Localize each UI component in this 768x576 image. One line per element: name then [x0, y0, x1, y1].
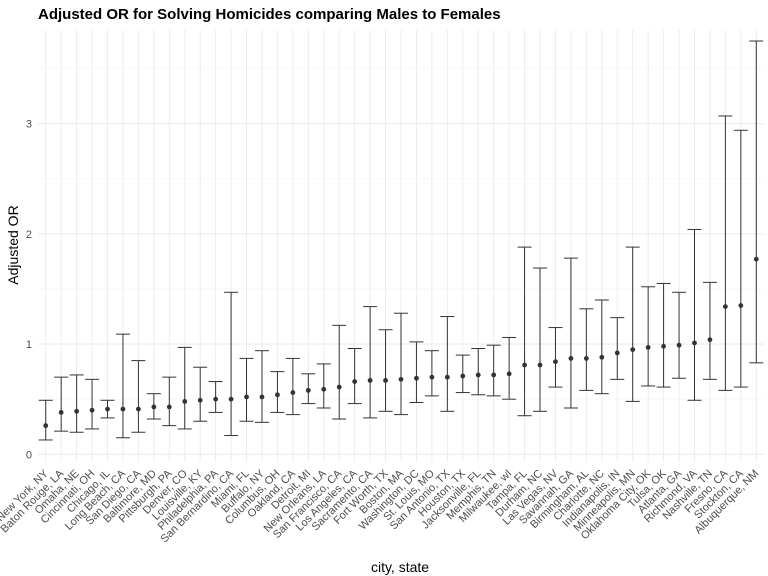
data-point	[583, 356, 589, 361]
y-tick-label: 2	[26, 229, 32, 241]
data-point	[290, 390, 296, 395]
data-point	[105, 406, 110, 412]
data-point	[383, 378, 388, 383]
data-point	[58, 410, 64, 415]
chart-title: Adjusted OR for Solving Homicides compar…	[38, 6, 501, 23]
data-point	[707, 337, 713, 343]
data-point	[136, 406, 141, 412]
data-point	[398, 376, 404, 382]
data-point	[692, 340, 697, 346]
data-point	[367, 378, 373, 383]
data-point	[213, 396, 219, 402]
data-point	[43, 423, 49, 429]
data-point	[599, 354, 605, 360]
data-point	[414, 375, 419, 381]
data-point	[475, 372, 481, 378]
data-point	[614, 350, 620, 356]
data-point	[259, 394, 265, 400]
data-point	[336, 384, 342, 390]
data-point	[661, 343, 666, 349]
y-tick-label: 1	[26, 339, 32, 351]
data-point	[522, 362, 527, 368]
data-point	[321, 386, 327, 392]
data-point	[429, 374, 435, 380]
data-point	[197, 397, 203, 403]
data-point	[244, 394, 249, 400]
data-point	[74, 408, 80, 414]
y-tick-label: 3	[26, 119, 32, 131]
data-point	[738, 303, 744, 308]
data-point	[166, 404, 172, 410]
x-axis-title: city, state	[371, 559, 429, 575]
data-point	[89, 407, 95, 413]
error-bars	[38, 40, 764, 441]
data-point	[305, 387, 311, 393]
data-point	[352, 379, 358, 384]
data-points	[43, 256, 759, 429]
data-point	[444, 374, 450, 380]
data-point	[553, 359, 558, 365]
y-tick-label: 0	[26, 449, 32, 461]
data-point	[568, 356, 574, 361]
data-point	[676, 342, 682, 348]
data-point	[460, 373, 466, 379]
data-point	[491, 372, 497, 378]
data-point	[722, 304, 728, 310]
data-point	[506, 371, 512, 377]
data-point	[275, 392, 280, 398]
data-point	[151, 404, 157, 410]
data-point	[228, 396, 234, 402]
y-axis-title: Adjusted OR	[5, 205, 21, 284]
data-point	[120, 406, 126, 412]
data-point	[645, 344, 651, 350]
data-point	[753, 256, 759, 262]
y-tick-labels: 0 1 2 3	[26, 119, 32, 462]
data-point	[537, 362, 543, 368]
data-point	[630, 347, 636, 352]
data-point	[182, 398, 188, 404]
